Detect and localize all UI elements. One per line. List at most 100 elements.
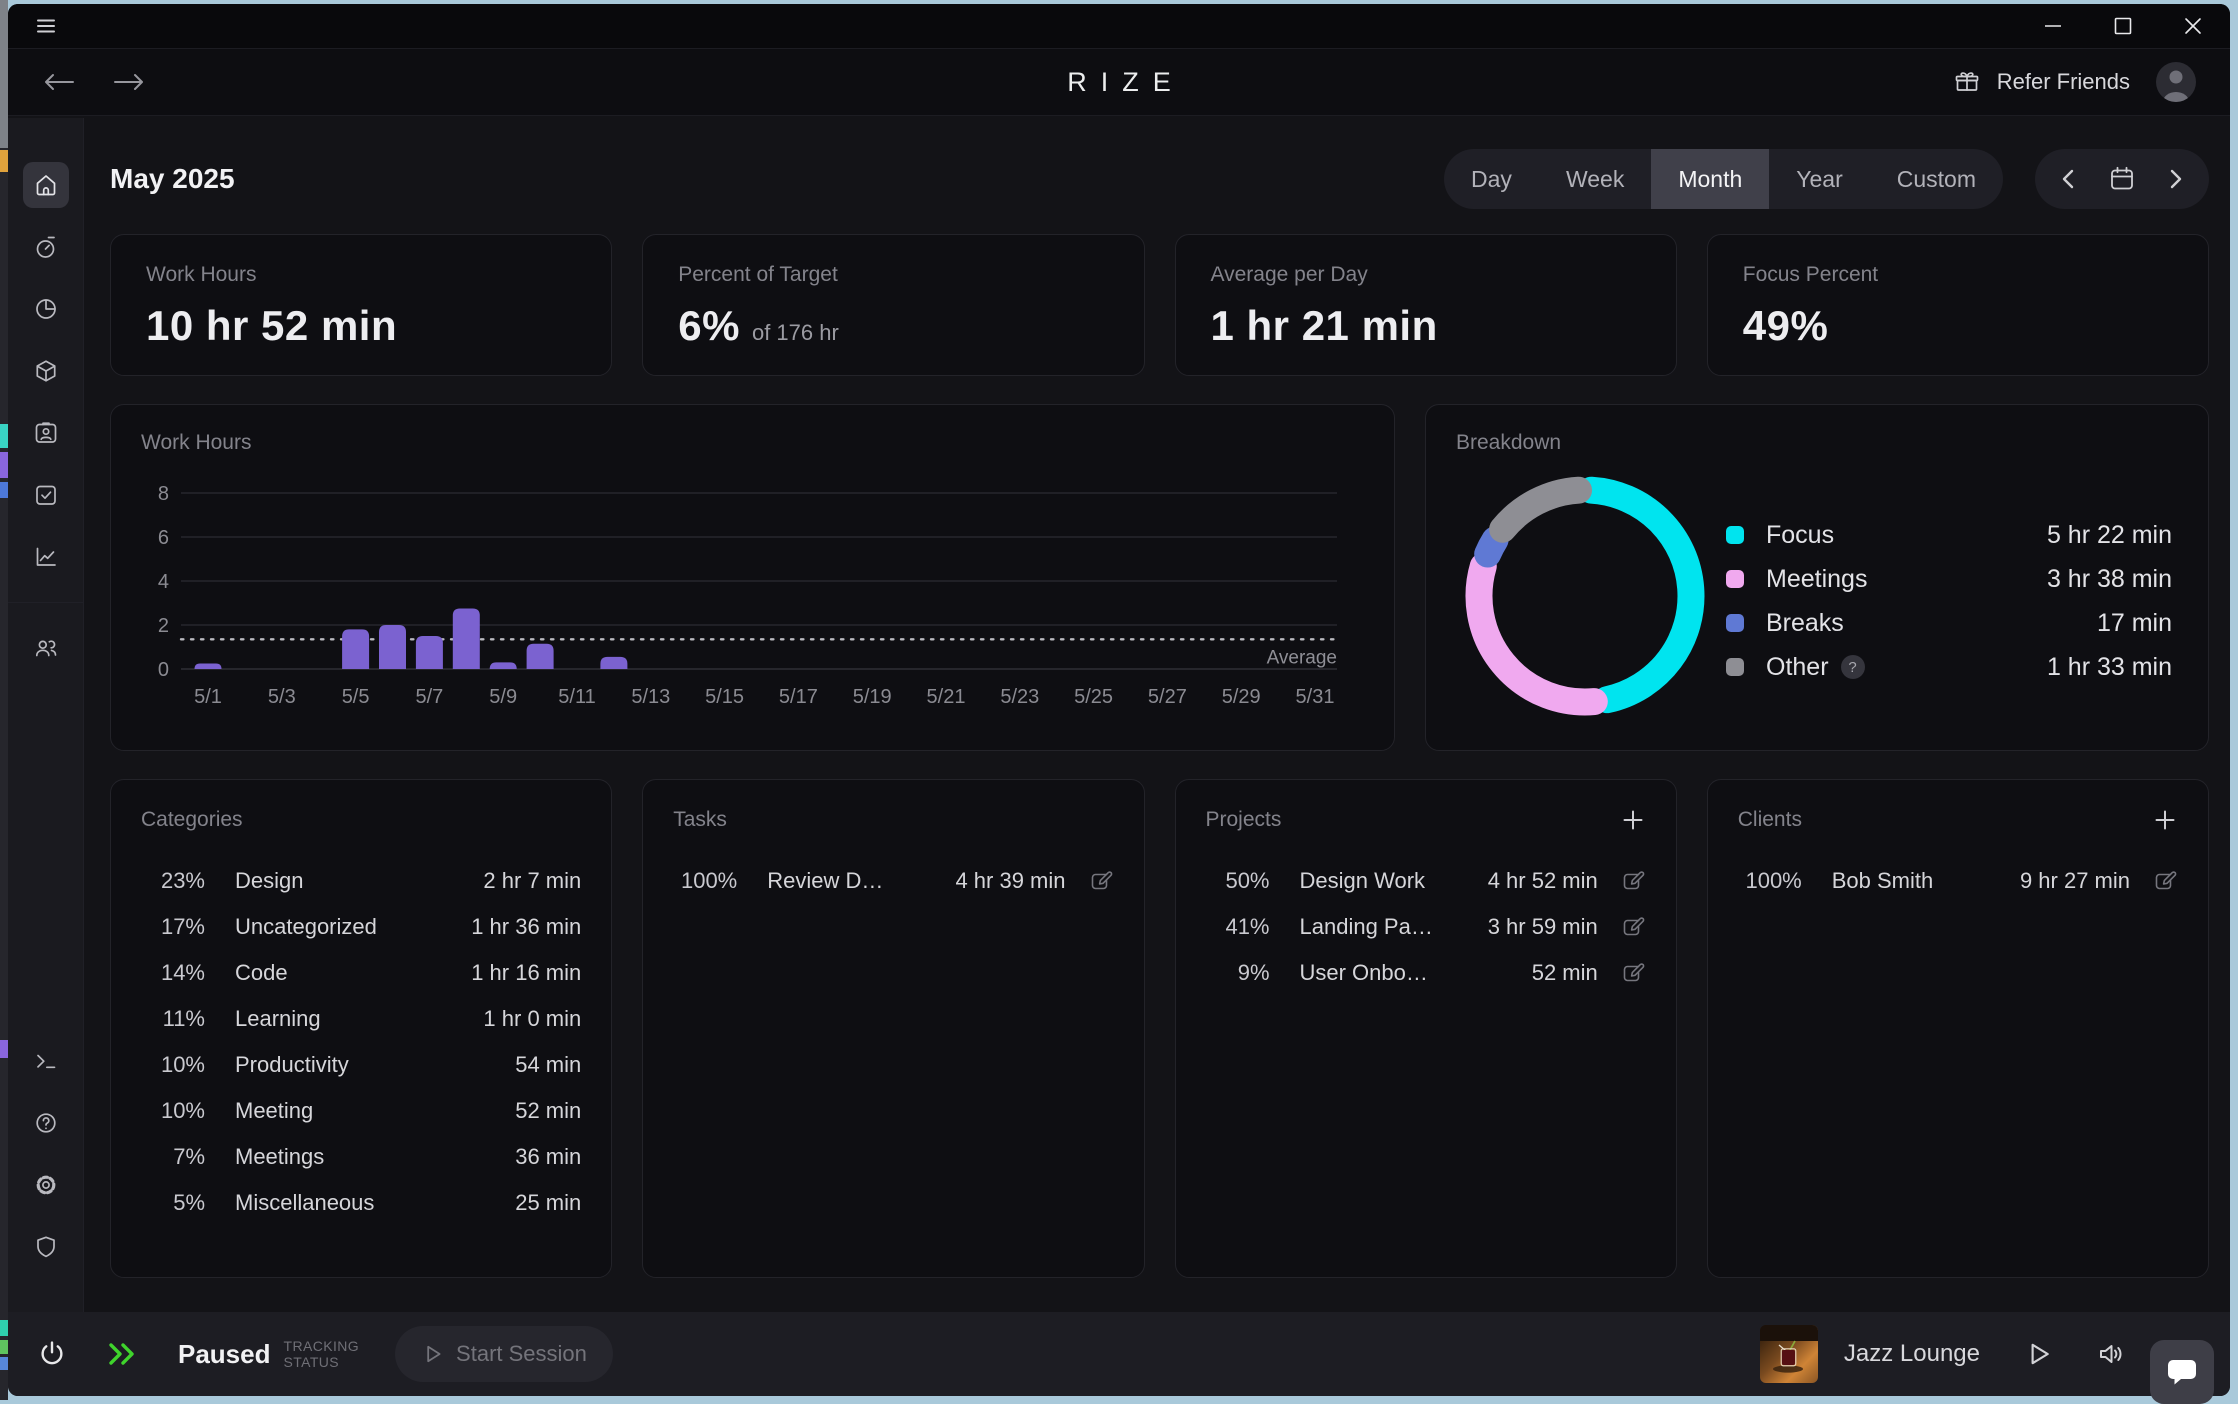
sidebar-item-settings[interactable] xyxy=(23,1162,69,1208)
sidebar-item-shield[interactable] xyxy=(23,1224,69,1270)
tasks-check-icon xyxy=(35,485,56,505)
row-percent: 10% xyxy=(160,1052,205,1077)
start-session-button[interactable]: Start Session xyxy=(395,1326,613,1382)
home-icon xyxy=(36,175,55,196)
sidebar-divider xyxy=(8,602,84,603)
row-percent: 23% xyxy=(160,868,205,893)
sidebar-item-people[interactable] xyxy=(23,625,69,671)
legend-label: Focus xyxy=(1766,520,1835,549)
sidebar-item-terminal[interactable] xyxy=(23,1038,69,1084)
tab-day[interactable]: Day xyxy=(1471,165,1512,192)
settings-icon xyxy=(36,1175,55,1195)
lists-row: Categories 23% Design 2 hr 7 min 17% Uncatego… xyxy=(110,779,2209,1278)
volume-icon[interactable] xyxy=(2096,1339,2126,1369)
edit-button[interactable] xyxy=(1620,960,1646,986)
window-close-button[interactable] xyxy=(2182,15,2204,37)
row-time: 4 hr 39 min xyxy=(955,868,1066,893)
card-title: Projects xyxy=(1205,808,1282,831)
sidebar-item-contact-card[interactable] xyxy=(23,410,69,456)
list-row: 14% Code 1 hr 16 min xyxy=(141,950,581,996)
period-tabs: Day Week Month Year Custom xyxy=(1444,149,2003,209)
help-icon[interactable]: ? xyxy=(1840,655,1865,679)
date-navigator xyxy=(2035,149,2209,209)
edit-icon xyxy=(1091,871,1112,890)
calendar-next-button[interactable] xyxy=(2164,168,2186,190)
edge-accent xyxy=(0,1320,8,1336)
svg-text:Average: Average xyxy=(1267,647,1337,668)
list-row: 50% Design Work 4 hr 52 min xyxy=(1206,858,1646,904)
stat-label: Average per Day xyxy=(1210,263,1368,286)
calendar-prev-button[interactable] xyxy=(2058,168,2080,190)
work-hours-chart-card: Work Hours 0 2 4 6 8 Average 5/1 5/3 5/5 5/7 5/9 5/… xyxy=(110,404,1395,751)
analytics-icon xyxy=(36,547,56,566)
window-maximize-button[interactable] xyxy=(2112,15,2134,37)
legend-value: 1 hr 33 min xyxy=(2046,652,2172,681)
edit-button[interactable] xyxy=(1620,914,1646,940)
edit-icon xyxy=(1623,871,1645,890)
svg-text:8: 8 xyxy=(158,483,169,505)
rize-logo: RIZE xyxy=(1067,66,1185,97)
row-time: 1 hr 16 min xyxy=(471,960,582,985)
list-row: 10% Productivity 54 min xyxy=(141,1042,581,1088)
nav-back-button[interactable] xyxy=(42,73,76,91)
expand-chevrons-button[interactable] xyxy=(104,1339,140,1369)
svg-text:5/9: 5/9 xyxy=(489,686,517,708)
list-row: 5% Miscellaneous 25 min xyxy=(141,1180,581,1226)
stat-value: 1 hr 21 min xyxy=(1210,302,1438,349)
album-art xyxy=(1759,1325,1818,1383)
row-percent: 100% xyxy=(680,868,738,893)
music-track-title: Jazz Lounge xyxy=(1843,1340,1980,1367)
sidebar-item-help[interactable] xyxy=(23,1100,69,1146)
refer-friends-button[interactable]: Refer Friends xyxy=(1996,69,2130,94)
svg-text:6: 6 xyxy=(158,527,169,549)
list-row: 9% User Onbo… 52 min xyxy=(1206,950,1646,996)
row-name: Learning xyxy=(235,1006,321,1031)
power-button[interactable] xyxy=(36,1338,68,1370)
sidebar-item-home[interactable] xyxy=(22,162,69,208)
edit-button[interactable] xyxy=(2152,868,2178,894)
terminal-icon xyxy=(36,1054,55,1069)
chat-button[interactable] xyxy=(2150,1340,2214,1404)
row-name: Bob Smith xyxy=(1831,868,1934,893)
svg-text:4: 4 xyxy=(158,571,169,593)
tab-week[interactable]: Week xyxy=(1565,165,1625,192)
list-row: 100% Bob Smith 9 hr 27 min xyxy=(1738,858,2178,904)
list-row: 100% Review D… 4 hr 39 min xyxy=(673,858,1113,904)
sidebar-item-pie-chart[interactable] xyxy=(23,286,69,332)
svg-text:5/11: 5/11 xyxy=(558,686,595,708)
sidebar-item-analytics[interactable] xyxy=(23,534,69,580)
user-avatar[interactable] xyxy=(2156,62,2196,102)
sidebar-item-tasks-check[interactable] xyxy=(23,472,69,518)
tab-year[interactable]: Year xyxy=(1796,165,1843,192)
stat-label: Work Hours xyxy=(146,263,257,286)
tab-custom[interactable]: Custom xyxy=(1896,165,1976,192)
stat-card-focus-percent: Focus Percent 49% xyxy=(1706,234,2209,376)
stat-card-average-per-day: Average per Day 1 hr 21 min xyxy=(1174,234,1677,376)
legend-value: 17 min xyxy=(2096,608,2172,637)
nav-forward-button[interactable] xyxy=(112,73,146,91)
svg-text:5/19: 5/19 xyxy=(853,686,892,708)
breakdown-card: Breakdown Focus 5 hr 22 min Meetings 3 hr 3… xyxy=(1425,404,2209,751)
legend-color-chip xyxy=(1726,570,1744,588)
edge-accent xyxy=(0,452,8,478)
row-percent: 10% xyxy=(160,1098,205,1123)
tab-month[interactable]: Month xyxy=(1651,149,1770,209)
edit-button[interactable] xyxy=(1620,868,1646,894)
sidebar-item-projects-cube[interactable] xyxy=(23,348,69,394)
add-project-button[interactable] xyxy=(1620,807,1646,833)
gift-icon xyxy=(1953,68,1981,96)
calendar-icon[interactable] xyxy=(2107,164,2137,194)
menu-hamburger-icon[interactable] xyxy=(34,14,58,38)
music-play-button[interactable] xyxy=(2024,1340,2052,1368)
edge-accent xyxy=(0,150,8,172)
edit-button[interactable] xyxy=(1088,868,1114,894)
list-row: 11% Learning 1 hr 0 min xyxy=(141,996,582,1042)
sidebar-item-timer[interactable] xyxy=(23,224,69,270)
row-time: 54 min xyxy=(515,1052,582,1077)
add-client-button[interactable] xyxy=(2152,807,2178,833)
person-icon xyxy=(2163,70,2189,102)
stat-value: 10 hr 52 min xyxy=(146,302,398,349)
row-time: 3 hr 59 min xyxy=(1487,914,1598,939)
svg-text:5/7: 5/7 xyxy=(415,686,443,708)
window-minimize-button[interactable] xyxy=(2042,15,2064,37)
